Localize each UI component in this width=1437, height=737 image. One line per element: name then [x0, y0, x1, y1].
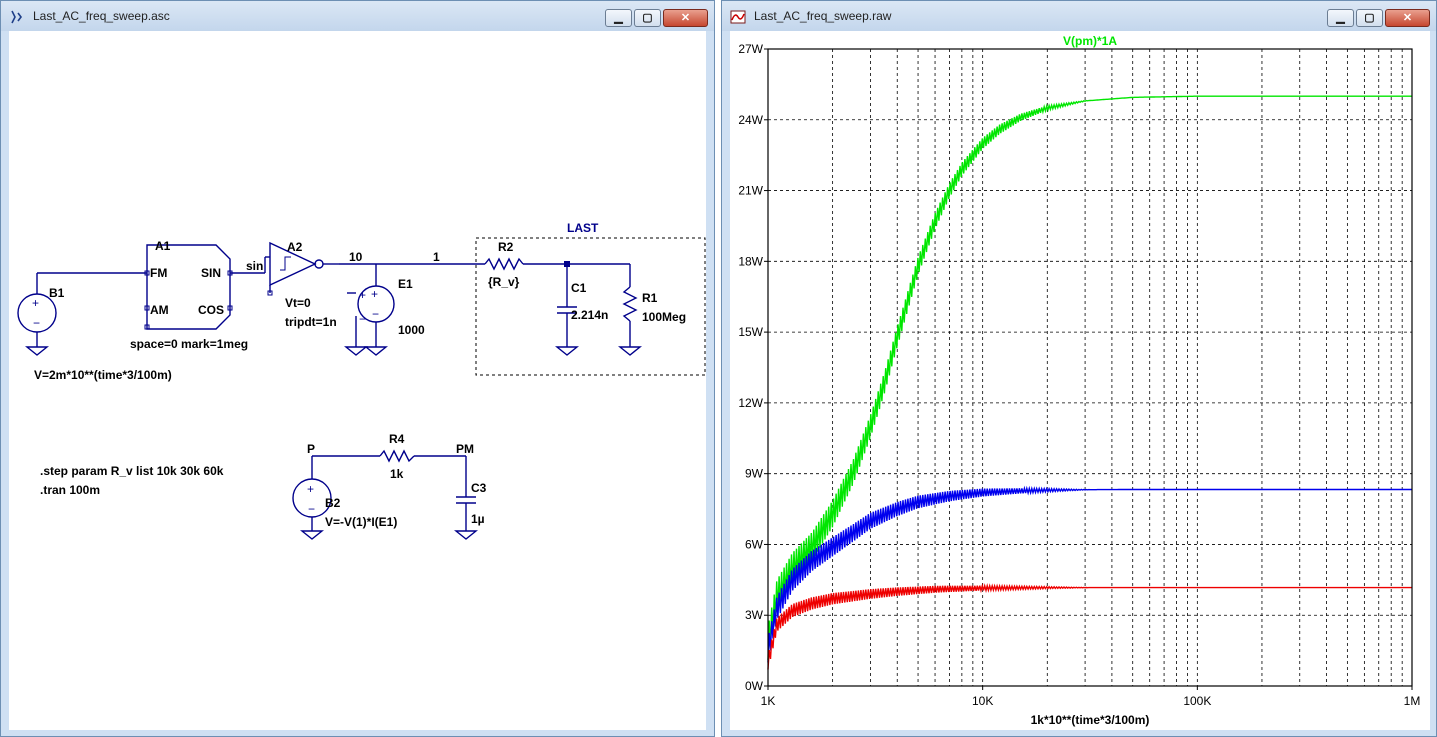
a1-pin-cos: COS [198, 303, 224, 317]
y-tick-label: 24W [738, 113, 763, 127]
r1-resistor-symbol[interactable] [622, 286, 638, 322]
minimize-button[interactable]: ▁ [1327, 9, 1354, 27]
maximize-icon: ▢ [642, 12, 653, 24]
close-icon: ✕ [680, 12, 691, 24]
c3-label: C3 [471, 481, 487, 495]
y-tick-label: 18W [738, 254, 763, 268]
schematic-canvas[interactable]: + − + − + − + − B1 [9, 31, 706, 730]
y-tick-label: 27W [738, 42, 763, 56]
waveform-window-title: Last_AC_freq_sweep.raw [754, 9, 892, 23]
minimize-icon: ▁ [1336, 12, 1345, 24]
y-tick-label: 21W [738, 184, 763, 198]
x-axis-ticks: 1K 10K 100K 1M [761, 686, 1421, 708]
x-tick-label: 10K [972, 694, 993, 708]
y-tick-label: 15W [738, 325, 763, 339]
plot-pane[interactable]: V(pm)*1A 0W 3W 6W 9W 12W 15W 18W 21W 24W 27W 1K 10… [730, 31, 1430, 730]
last-block-frame [475, 237, 706, 376]
close-icon: ✕ [1402, 12, 1413, 24]
waveform-plot[interactable]: V(pm)*1A 0W 3W 6W 9W 12W 15W 18W 21W 24W 27W 1K 10… [730, 31, 1430, 730]
net-1-label: 1 [433, 250, 440, 264]
y-tick-label: 9W [745, 467, 764, 481]
schematic-svg[interactable]: + − + − + − + − B1 [9, 31, 706, 730]
a1-pin-am: AM [150, 303, 169, 317]
ltspice-schematic-icon [11, 10, 22, 24]
a1-pin-fm: FM [150, 266, 167, 280]
a1-params: space=0 mark=1meg [130, 337, 248, 351]
a2-label: A2 [287, 240, 303, 254]
close-button[interactable]: ✕ [663, 9, 708, 27]
y-axis-ticks: 0W 3W 6W 9W 12W 15W 18W 21W 24W 27W [738, 42, 768, 693]
svg-text:+: + [307, 482, 314, 496]
step-directive[interactable]: .step param R_v list 10k 30k 60k [40, 464, 224, 478]
r4-label: R4 [389, 432, 405, 446]
svg-text:−: − [308, 502, 315, 516]
e1-value: 1000 [398, 323, 425, 337]
last-label: LAST [567, 221, 599, 235]
net-p-label: P [307, 442, 315, 456]
maximize-icon: ▢ [1364, 12, 1375, 24]
b1-label: B1 [49, 286, 65, 300]
a1-pin-sin: SIN [201, 266, 221, 280]
waveform-window: Last_AC_freq_sweep.raw ▁ ▢ ✕ V(pm)*1A 0W… [721, 0, 1437, 737]
schematic-window: Last_AC_freq_sweep.asc ▁ ▢ ✕ [0, 0, 715, 737]
junction-dot [564, 261, 570, 267]
trace-red[interactable] [767, 582, 1412, 670]
b2-label: B2 [325, 496, 341, 510]
x-tick-label: 1K [761, 694, 776, 708]
net-pm-label: PM [456, 442, 474, 456]
r2-label: R2 [498, 240, 514, 254]
maximize-button[interactable]: ▢ [1356, 9, 1383, 27]
plot-frame [767, 48, 1413, 687]
svg-text:+: + [32, 296, 39, 310]
schematic-window-title: Last_AC_freq_sweep.asc [33, 9, 170, 23]
r2-value: {R_v} [488, 275, 520, 289]
svg-text:−: − [359, 312, 366, 326]
waveform-viewer-icon [730, 10, 746, 24]
x-tick-label: 1M [1404, 694, 1421, 708]
svg-text:−: − [33, 316, 40, 330]
a2-tripdt: tripdt=1n [285, 315, 337, 329]
x-tick-label: 100K [1183, 694, 1211, 708]
c1-label: C1 [571, 281, 587, 295]
schematic-titlebar[interactable]: Last_AC_freq_sweep.asc ▁ ▢ ✕ [1, 1, 714, 31]
ground-symbol [25, 346, 49, 356]
a2-vt: Vt=0 [285, 296, 311, 310]
trace-label[interactable]: V(pm)*1A [1063, 34, 1117, 48]
waveform-titlebar[interactable]: Last_AC_freq_sweep.raw ▁ ▢ ✕ [722, 1, 1436, 31]
r1-label: R1 [642, 291, 658, 305]
svg-text:−: − [372, 307, 379, 321]
r1-value: 100Meg [642, 310, 686, 324]
trace-blue[interactable] [767, 485, 1412, 663]
minimize-button[interactable]: ▁ [605, 9, 632, 27]
maximize-button[interactable]: ▢ [634, 9, 661, 27]
r2-resistor-symbol[interactable] [484, 257, 524, 271]
r4-value: 1k [390, 467, 404, 481]
tran-directive[interactable]: .tran 100m [40, 483, 100, 497]
a1-label: A1 [155, 239, 171, 253]
b2-value: V=-V(1)*I(E1) [325, 515, 397, 529]
c1-value: 2.214n [571, 308, 608, 322]
e1-label: E1 [398, 277, 413, 291]
close-button[interactable]: ✕ [1385, 9, 1430, 27]
minimize-icon: ▁ [614, 12, 623, 24]
trace-green[interactable] [767, 95, 1412, 661]
b1-value: V=2m*10**(time*3/100m) [34, 368, 172, 382]
y-tick-label: 12W [738, 396, 763, 410]
r4-resistor-symbol[interactable] [379, 449, 415, 463]
y-tick-label: 0W [745, 679, 764, 693]
svg-text:+: + [359, 288, 366, 302]
plot-grid [768, 49, 1412, 686]
y-tick-label: 6W [745, 537, 764, 551]
a2-comparator-symbol[interactable] [269, 241, 317, 287]
net-sin-label: sin [246, 259, 263, 273]
net-10-label: 10 [349, 250, 363, 264]
x-axis-label[interactable]: 1k*10**(time*3/100m) [1031, 713, 1150, 727]
c3-value: 1µ [471, 512, 485, 526]
y-tick-label: 3W [745, 608, 764, 622]
plot-traces [767, 95, 1412, 670]
svg-text:+: + [371, 287, 378, 301]
